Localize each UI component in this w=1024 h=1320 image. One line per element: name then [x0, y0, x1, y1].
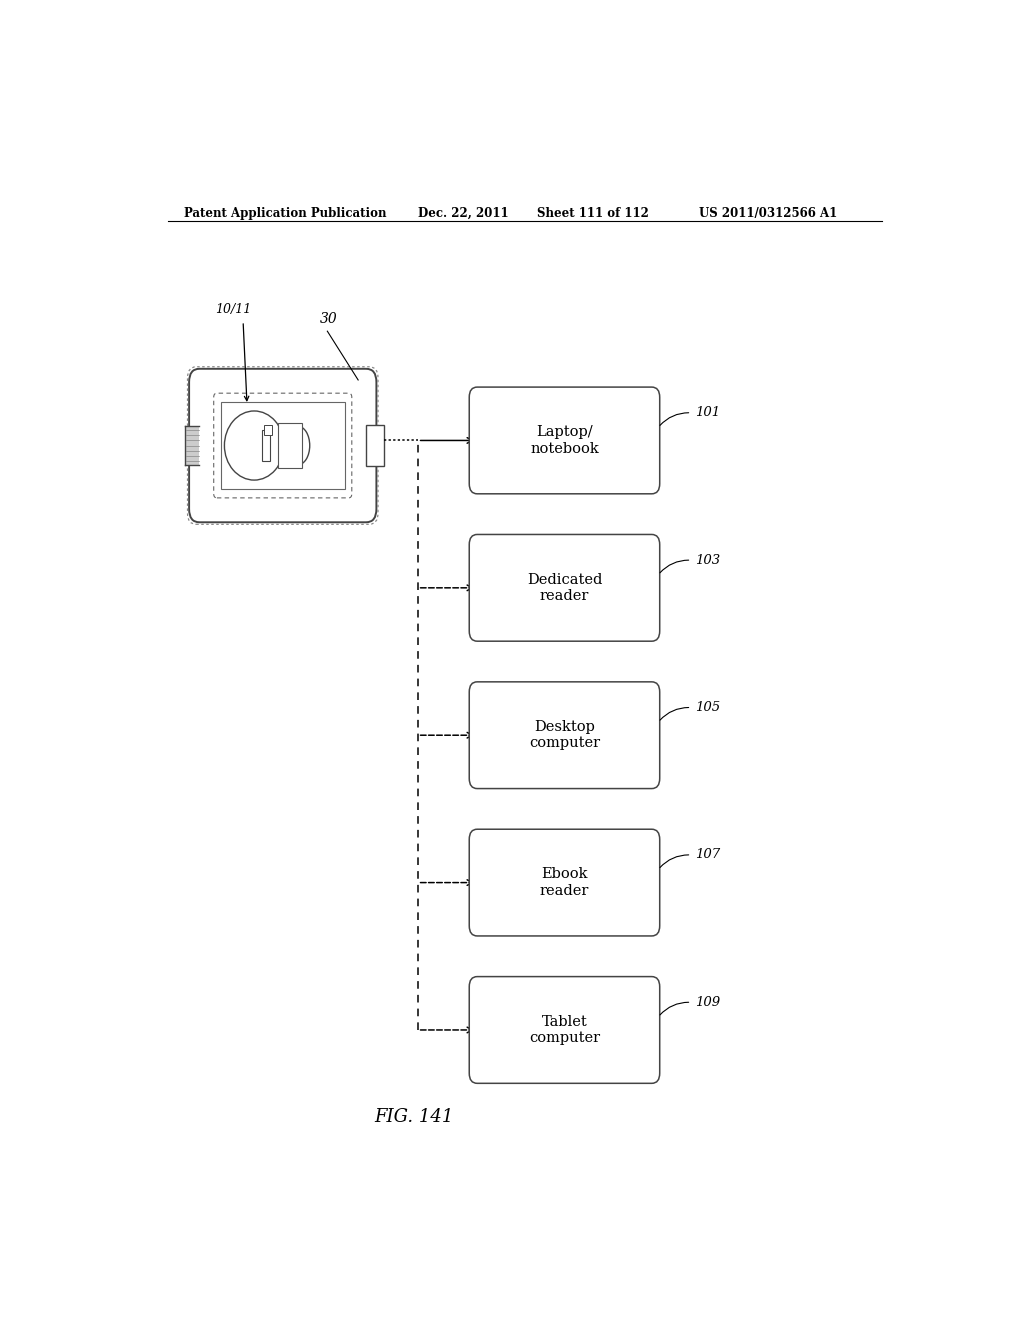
- Text: Laptop/
notebook: Laptop/ notebook: [530, 425, 599, 455]
- Bar: [278, 424, 302, 467]
- Ellipse shape: [286, 426, 309, 465]
- Ellipse shape: [224, 411, 284, 480]
- Text: Sheet 111 of 112: Sheet 111 of 112: [537, 207, 648, 220]
- Text: 107: 107: [695, 849, 721, 862]
- Text: Dec. 22, 2011: Dec. 22, 2011: [418, 207, 508, 220]
- Text: 103: 103: [695, 553, 721, 566]
- Text: Dedicated
reader: Dedicated reader: [526, 573, 602, 603]
- FancyBboxPatch shape: [469, 829, 659, 936]
- Bar: [262, 430, 270, 461]
- FancyBboxPatch shape: [469, 977, 659, 1084]
- Bar: [185, 426, 200, 465]
- Text: Tablet
computer: Tablet computer: [529, 1015, 600, 1045]
- Text: US 2011/0312566 A1: US 2011/0312566 A1: [699, 207, 838, 220]
- Text: 10/11: 10/11: [215, 304, 252, 315]
- FancyBboxPatch shape: [469, 535, 659, 642]
- Text: Desktop
computer: Desktop computer: [529, 721, 600, 750]
- Text: Patent Application Publication: Patent Application Publication: [183, 207, 386, 220]
- Text: Ebook
reader: Ebook reader: [540, 867, 589, 898]
- Text: 30: 30: [319, 312, 337, 326]
- FancyBboxPatch shape: [189, 368, 377, 523]
- FancyBboxPatch shape: [469, 682, 659, 788]
- Text: 101: 101: [695, 407, 721, 420]
- Text: 109: 109: [695, 995, 721, 1008]
- Text: FIG. 141: FIG. 141: [374, 1107, 454, 1126]
- Text: 105: 105: [695, 701, 721, 714]
- Bar: [221, 403, 345, 488]
- Bar: [264, 425, 272, 436]
- FancyBboxPatch shape: [469, 387, 659, 494]
- Bar: [367, 425, 384, 466]
